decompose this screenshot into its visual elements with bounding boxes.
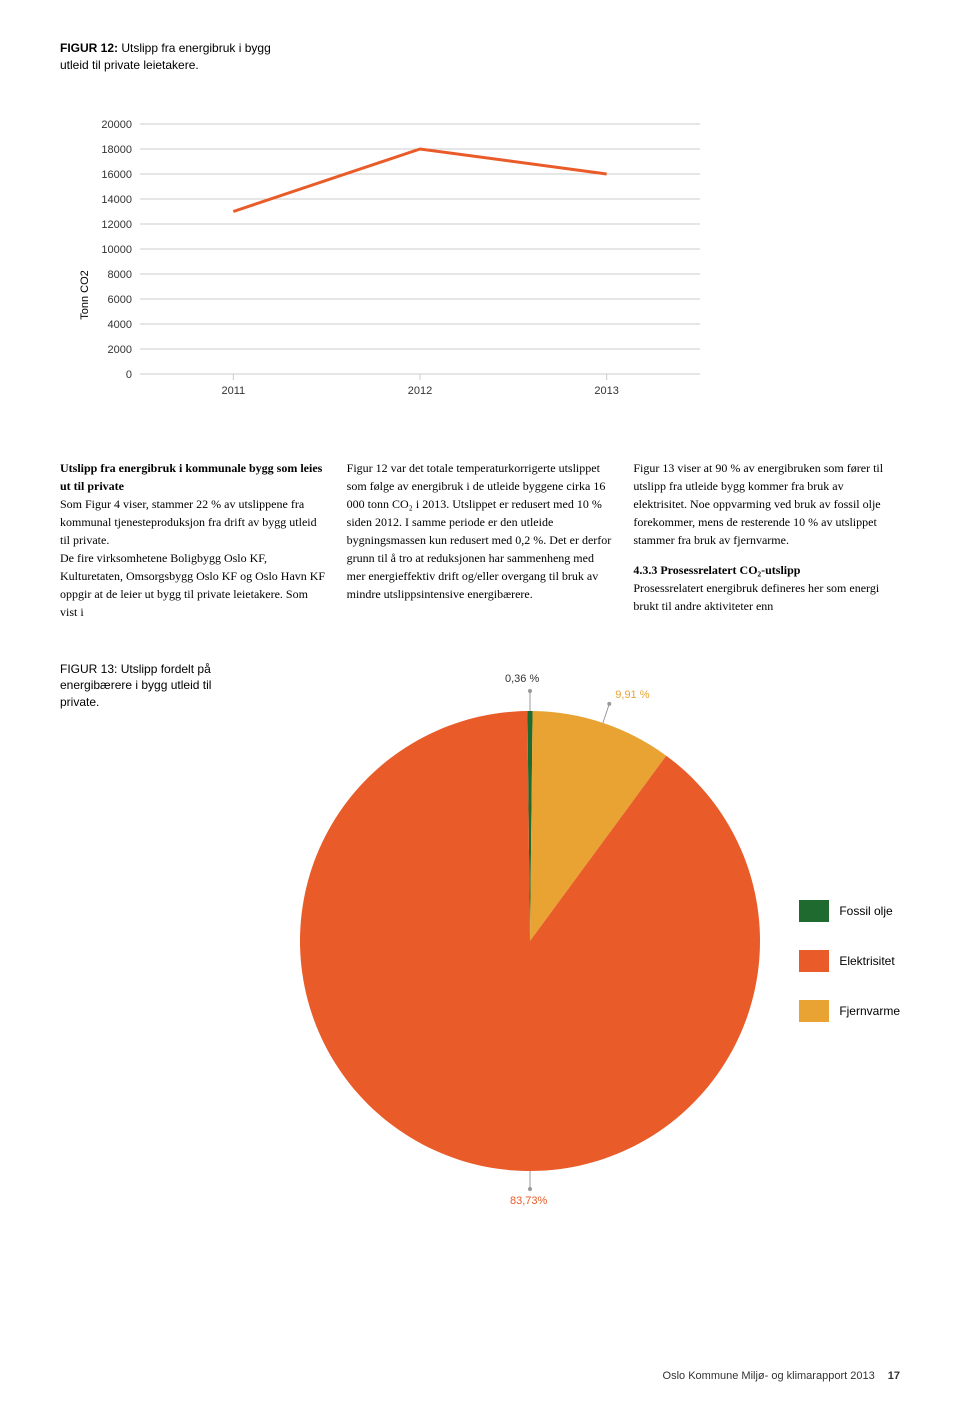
line-chart: Tonn CO2 2000018000160001400012000100008…	[80, 114, 900, 409]
pie-label-fossil: 0,36 %	[505, 673, 539, 685]
svg-text:16000: 16000	[101, 169, 132, 181]
legend-item-fjernvarme: Fjernvarme	[799, 1000, 900, 1022]
col3-heading: 4.3.3 Prosessrelatert CO₂-utslipp	[633, 563, 800, 577]
legend-item-fossil: Fossil olje	[799, 900, 900, 922]
footer: Oslo Kommune Miljø- og klimarapport 2013…	[663, 1370, 900, 1382]
svg-text:14000: 14000	[101, 194, 132, 206]
svg-text:10000: 10000	[101, 244, 132, 256]
legend-swatch-elektrisitet	[799, 950, 829, 972]
figure-13-title: FIGUR 13: Utslipp fordelt på energibærer…	[60, 661, 240, 1196]
legend-label-fjernvarme: Fjernvarme	[839, 1004, 900, 1018]
svg-text:2011: 2011	[222, 385, 246, 397]
y-axis-label: Tonn CO2	[79, 270, 91, 320]
col1-heading: Utslipp fra energibruk i kommunale bygg …	[60, 461, 322, 493]
legend-swatch-fjernvarme	[799, 1000, 829, 1022]
figure-12-title: FIGUR 12: Utslipp fra energibruk i bygg …	[60, 40, 280, 74]
legend-label-fossil: Fossil olje	[839, 904, 892, 918]
page-number: 17	[888, 1370, 900, 1382]
svg-text:0: 0	[126, 369, 132, 381]
col3-text2: Prosessrelatert energibruk defineres her…	[633, 579, 900, 615]
svg-text:2012: 2012	[408, 385, 432, 397]
pie-chart-svg	[280, 661, 780, 1191]
legend: Fossil olje Elektrisitet Fjernvarme	[799, 900, 900, 1022]
footer-text: Oslo Kommune Miljø- og klimarapport 2013	[663, 1370, 875, 1382]
svg-text:6000: 6000	[108, 294, 132, 306]
column-2: Figur 12 var det totale temperaturkorrig…	[347, 459, 614, 621]
legend-swatch-fossil	[799, 900, 829, 922]
pie-label-fjernvarme: 9,91 %	[615, 689, 649, 701]
pie-chart: 0,36 % 9,91 % 83,73%	[280, 661, 780, 1196]
svg-text:2000: 2000	[108, 344, 132, 356]
column-3: Figur 13 viser at 90 % av energibruken s…	[633, 459, 900, 621]
col1-text: Som Figur 4 viser, stammer 22 % av utsli…	[60, 495, 327, 621]
legend-label-elektrisitet: Elektrisitet	[839, 954, 894, 968]
figure-13-prefix: FIGUR 13:	[60, 662, 117, 676]
svg-text:18000: 18000	[101, 144, 132, 156]
col2-text: Figur 12 var det totale temperaturkorrig…	[347, 459, 614, 603]
body-columns: Utslipp fra energibruk i kommunale bygg …	[60, 459, 900, 621]
column-1: Utslipp fra energibruk i kommunale bygg …	[60, 459, 327, 621]
svg-text:20000: 20000	[101, 119, 132, 131]
svg-text:8000: 8000	[108, 269, 132, 281]
col3-text1: Figur 13 viser at 90 % av energibruken s…	[633, 459, 900, 549]
svg-text:12000: 12000	[101, 219, 132, 231]
figure-13-wrap: FIGUR 13: Utslipp fordelt på energibærer…	[60, 661, 900, 1196]
figure-12-prefix: FIGUR 12:	[60, 41, 118, 55]
legend-item-elektrisitet: Elektrisitet	[799, 950, 900, 972]
line-chart-svg: 2000018000160001400012000100008000600040…	[80, 114, 720, 404]
pie-label-elektrisitet: 83,73%	[510, 1195, 547, 1207]
svg-text:4000: 4000	[108, 319, 132, 331]
svg-text:2013: 2013	[594, 385, 618, 397]
